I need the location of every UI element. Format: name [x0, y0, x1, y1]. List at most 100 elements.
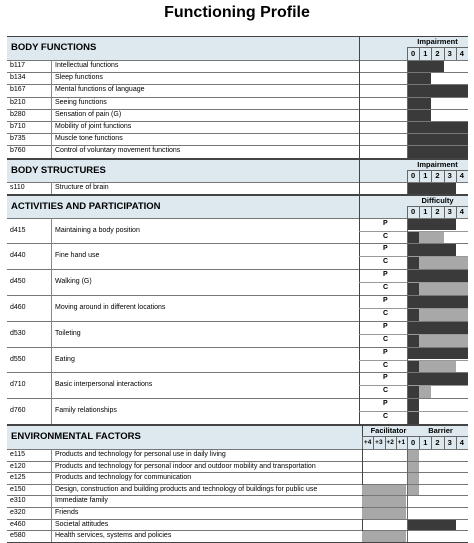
item-label: Muscle tone functions [55, 135, 123, 143]
column-divider [359, 36, 360, 60]
level-bar [419, 97, 432, 109]
item-label: Walking (G) [55, 278, 92, 286]
scale-tick: 1 [423, 49, 428, 58]
column-divider [359, 72, 360, 85]
column-divider [359, 60, 360, 73]
capacity-label: C [383, 335, 389, 343]
item-code: b710 [10, 123, 26, 130]
barrier-bar [408, 450, 420, 461]
section-header [7, 36, 468, 60]
capacity-bar [419, 360, 456, 373]
column-divider [51, 398, 52, 424]
item-label: Design, construction and building produc… [55, 485, 318, 493]
item-label: Family relationships [55, 407, 117, 415]
row-divider [407, 47, 468, 48]
item-label: Products and technology for communicatio… [55, 474, 192, 482]
item-code: e120 [10, 462, 26, 470]
border [7, 194, 468, 196]
item-label: Products and technology for personal ind… [55, 462, 316, 470]
column-divider [359, 158, 360, 182]
column-divider [407, 530, 408, 542]
row-divider [7, 518, 468, 520]
column-divider [359, 346, 360, 373]
column-divider [395, 436, 397, 449]
capacity-bar-zero [408, 386, 420, 399]
column-divider [51, 72, 52, 85]
row-divider [7, 108, 468, 110]
row-divider [359, 385, 468, 387]
barrier-bar [408, 484, 420, 496]
scale-title: Difficulty [421, 195, 454, 205]
scale-tick: 4 [459, 170, 464, 180]
performance-label: P [383, 219, 388, 227]
item-code: d760 [10, 407, 26, 415]
column-divider [51, 217, 52, 244]
item-code: e150 [10, 485, 26, 493]
scale-tick: 2 [435, 206, 440, 216]
column-divider [51, 460, 52, 473]
column-divider [51, 449, 52, 461]
item-label: Mental functions of language [55, 86, 145, 94]
level-bar [419, 146, 468, 158]
item-code: b280 [10, 110, 26, 118]
column-divider [407, 181, 408, 194]
section-title: ENVIRONMENTAL FACTORS [11, 431, 141, 442]
level-bar [419, 109, 432, 121]
performance-bar-zero [408, 399, 420, 412]
column-divider [359, 194, 360, 218]
column-divider [362, 436, 363, 449]
row-divider [7, 133, 468, 135]
barrier-bar [408, 473, 420, 484]
item-label: Sensation of pain (G) [55, 110, 122, 118]
column-divider [407, 133, 408, 146]
row-divider [7, 483, 468, 485]
item-label: Basic interpersonal interactions [55, 381, 153, 389]
column-divider [362, 460, 363, 473]
item-code: d710 [10, 381, 26, 389]
row-divider [7, 507, 468, 508]
column-divider [51, 60, 52, 73]
barrier-title: Barrier [428, 426, 453, 435]
row-divider [7, 121, 468, 122]
performance-bar-zero [408, 373, 420, 386]
facilitator-title: Facilitator [370, 426, 407, 435]
capacity-bar [419, 308, 468, 321]
performance-label: P [383, 400, 388, 408]
column-divider [455, 436, 457, 449]
column-divider [359, 269, 360, 295]
scale-tick: 4 [459, 206, 464, 216]
item-label: Health services, systems and policies [55, 532, 172, 540]
barrier-bar [408, 519, 456, 531]
capacity-bar [419, 283, 468, 295]
column-divider [51, 269, 52, 295]
column-divider [407, 372, 408, 399]
item-code: d440 [10, 252, 26, 260]
column-divider [359, 181, 360, 194]
section-title: BODY FUNCTIONS [11, 42, 97, 53]
capacity-bar [419, 386, 432, 399]
column-divider [51, 472, 52, 484]
item-label: Mobility of joint functions [55, 123, 132, 130]
column-divider [51, 518, 52, 531]
column-divider [407, 436, 408, 449]
facilitator-tick: +4 [363, 439, 372, 446]
facilitator-bar [362, 508, 406, 519]
row-divider [7, 295, 468, 296]
column-divider [407, 507, 408, 519]
column-divider [407, 518, 408, 531]
column-divider [51, 495, 52, 507]
column-divider [51, 108, 52, 121]
barrier-tick: 3 [447, 438, 452, 447]
item-code: d550 [10, 355, 26, 363]
item-label: Products and technology for personal use… [55, 451, 226, 458]
section-title: ACTIVITIES AND PARTICIPATION [11, 200, 161, 212]
level-bar [419, 61, 444, 73]
column-divider [407, 449, 408, 461]
item-code: s110 [10, 183, 25, 191]
row-divider [7, 495, 468, 497]
scale-tick: 3 [447, 206, 452, 216]
performance-bar-zero [408, 347, 420, 360]
row-divider [7, 424, 468, 425]
performance-bar [419, 373, 468, 386]
performance-bar [419, 321, 468, 334]
